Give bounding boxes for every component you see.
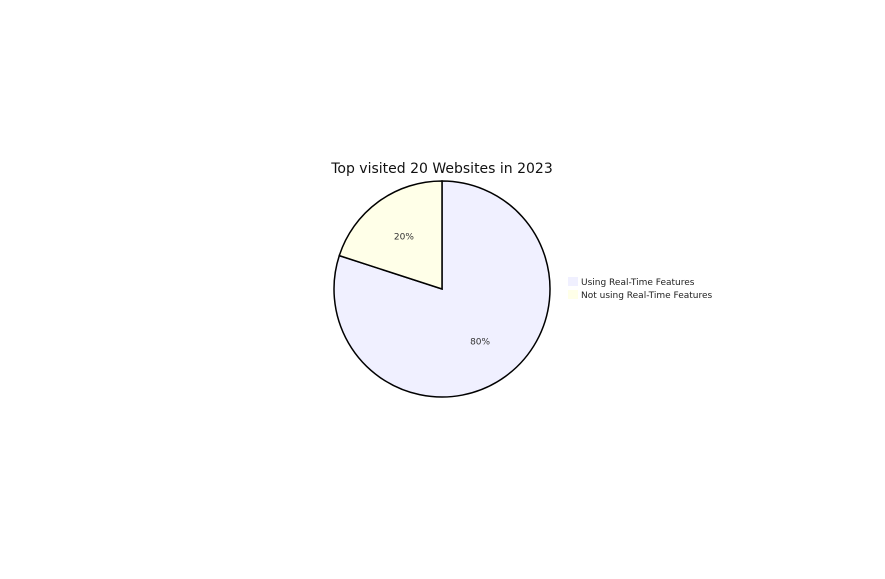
legend-swatch-using-real-time-features — [568, 277, 578, 286]
slice-not-using-real-time-features — [338, 180, 443, 291]
legend-swatch-not-using-real-time-features — [568, 290, 578, 299]
pie: 80% 20% — [333, 180, 551, 398]
slice-using-real-time-features — [333, 180, 551, 398]
legend-label-not-using-real-time-features: Not using Real-Time Features — [581, 291, 713, 301]
chart-title: Top visited 20 Websites in 2023 — [330, 161, 553, 177]
slice-label-not-using-real-time-features: 20% — [394, 233, 414, 243]
slice-label-using-real-time-features: 80% — [470, 337, 490, 347]
legend: Using Real-Time Features Not using Real-… — [568, 277, 713, 301]
legend-label-using-real-time-features: Using Real-Time Features — [581, 278, 695, 288]
